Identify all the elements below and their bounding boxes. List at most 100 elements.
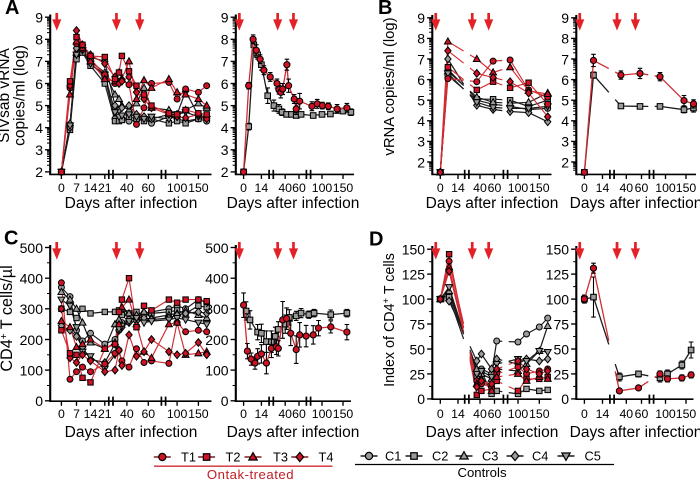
- svg-text:8: 8: [221, 32, 229, 48]
- svg-text:150: 150: [529, 407, 550, 421]
- svg-text:A: A: [5, 0, 19, 19]
- svg-text:25: 25: [410, 366, 426, 382]
- svg-text:150: 150: [402, 242, 426, 258]
- svg-text:5: 5: [561, 93, 569, 109]
- svg-text:40: 40: [619, 407, 633, 421]
- svg-text:100: 100: [655, 407, 676, 421]
- svg-text:0: 0: [581, 407, 588, 421]
- svg-text:14: 14: [84, 181, 98, 195]
- svg-text:4: 4: [561, 113, 569, 129]
- svg-text:100: 100: [312, 181, 333, 195]
- svg-text:2: 2: [35, 164, 43, 180]
- svg-text:150: 150: [333, 407, 354, 421]
- svg-text:60: 60: [141, 407, 155, 421]
- svg-text:Days after infection: Days after infection: [227, 424, 360, 441]
- svg-text:3: 3: [561, 134, 569, 150]
- svg-text:C2: C2: [432, 449, 448, 464]
- svg-text:9: 9: [561, 10, 569, 26]
- svg-text:Controls: Controls: [457, 465, 507, 480]
- svg-text:0: 0: [240, 181, 247, 195]
- svg-text:C3: C3: [482, 449, 498, 464]
- svg-text:0: 0: [581, 181, 588, 195]
- svg-text:25: 25: [554, 366, 570, 382]
- svg-text:100: 100: [546, 291, 570, 307]
- svg-text:125: 125: [546, 266, 570, 282]
- svg-text:300: 300: [20, 301, 44, 317]
- svg-text:14: 14: [255, 181, 269, 195]
- svg-text:40: 40: [619, 181, 633, 195]
- svg-text:40: 40: [120, 181, 134, 195]
- svg-text:8: 8: [417, 31, 425, 47]
- svg-text:150: 150: [188, 181, 209, 195]
- svg-text:40: 40: [278, 407, 292, 421]
- svg-text:150: 150: [333, 181, 354, 195]
- svg-text:100: 100: [312, 407, 333, 421]
- svg-text:2: 2: [221, 164, 229, 180]
- svg-text:60: 60: [292, 181, 306, 195]
- svg-text:40: 40: [473, 181, 487, 195]
- svg-text:7: 7: [73, 407, 80, 421]
- svg-text:3: 3: [221, 142, 229, 158]
- svg-text:75: 75: [410, 316, 426, 332]
- svg-text:60: 60: [635, 181, 649, 195]
- svg-text:C1: C1: [385, 449, 401, 464]
- svg-text:7: 7: [221, 54, 229, 70]
- svg-text:4: 4: [417, 113, 425, 129]
- svg-text:0: 0: [58, 181, 65, 195]
- svg-text:8: 8: [561, 31, 569, 47]
- svg-text:500: 500: [20, 240, 44, 256]
- svg-text:8: 8: [35, 32, 43, 48]
- svg-text:9: 9: [35, 10, 43, 26]
- svg-text:200: 200: [20, 332, 44, 348]
- svg-text:125: 125: [402, 266, 426, 282]
- svg-text:Days after infection: Days after infection: [426, 424, 559, 441]
- svg-text:400: 400: [205, 270, 229, 286]
- svg-text:14: 14: [451, 407, 465, 421]
- svg-text:40: 40: [473, 407, 487, 421]
- svg-text:50: 50: [554, 341, 570, 357]
- svg-text:0: 0: [240, 407, 247, 421]
- svg-text:7: 7: [417, 51, 425, 67]
- svg-text:500: 500: [205, 240, 229, 256]
- svg-text:60: 60: [635, 407, 649, 421]
- svg-text:200: 200: [205, 332, 229, 348]
- svg-text:14: 14: [596, 181, 610, 195]
- svg-text:100: 100: [20, 362, 44, 378]
- svg-text:Days after infection: Days after infection: [65, 424, 198, 441]
- svg-text:100: 100: [205, 362, 229, 378]
- svg-text:4: 4: [35, 120, 43, 136]
- svg-text:SIVsab vRNA: SIVsab vRNA: [0, 47, 13, 142]
- svg-text:0: 0: [417, 391, 425, 407]
- svg-text:150: 150: [546, 242, 570, 258]
- svg-text:400: 400: [20, 270, 44, 286]
- svg-text:0: 0: [221, 393, 229, 409]
- svg-text:Index of CD4+ T cells: Index of CD4+ T cells: [381, 253, 398, 387]
- svg-text:Days after infection: Days after infection: [227, 195, 360, 212]
- svg-text:C5: C5: [585, 449, 601, 464]
- svg-text:150: 150: [676, 181, 697, 195]
- svg-text:0: 0: [437, 181, 444, 195]
- svg-text:100: 100: [167, 407, 188, 421]
- svg-text:100: 100: [508, 181, 529, 195]
- svg-text:3: 3: [35, 142, 43, 158]
- svg-text:60: 60: [141, 181, 155, 195]
- svg-text:60: 60: [292, 407, 306, 421]
- svg-text:40: 40: [120, 407, 134, 421]
- svg-text:Days after infection: Days after infection: [65, 195, 198, 212]
- svg-text:60: 60: [488, 181, 502, 195]
- svg-text:5: 5: [417, 93, 425, 109]
- svg-text:300: 300: [205, 301, 229, 317]
- svg-text:14: 14: [596, 407, 610, 421]
- svg-text:D: D: [369, 229, 383, 251]
- svg-text:4: 4: [221, 120, 229, 136]
- svg-text:2: 2: [561, 154, 569, 170]
- svg-text:9: 9: [221, 10, 229, 26]
- svg-text:100: 100: [402, 291, 426, 307]
- svg-text:21: 21: [98, 407, 112, 421]
- svg-text:5: 5: [35, 98, 43, 114]
- svg-text:6: 6: [561, 72, 569, 88]
- svg-text:150: 150: [676, 407, 697, 421]
- svg-text:Days after infection: Days after infection: [570, 195, 700, 212]
- svg-text:60: 60: [488, 407, 502, 421]
- svg-text:0: 0: [35, 393, 43, 409]
